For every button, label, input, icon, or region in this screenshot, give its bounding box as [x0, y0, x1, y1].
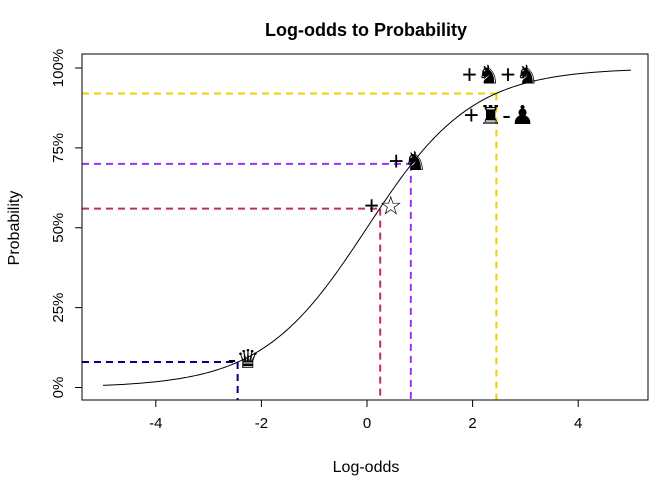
x-tick-label-0: -4 [149, 415, 162, 432]
y-tick-label-2: 50% [50, 213, 67, 243]
y-tick-label-4: 100% [50, 49, 67, 87]
x-tick-label-3: 2 [468, 415, 476, 432]
annotation-0: +♜-♟ [464, 100, 534, 130]
y-tick-label-0: 0% [50, 377, 67, 399]
point-label-1: +☆ [364, 191, 403, 221]
x-axis: -4 -2 0 2 4 [149, 400, 582, 432]
x-axis-label: Log-odds [333, 459, 400, 476]
y-axis-label: Probability [6, 191, 23, 266]
reference-lines [82, 92, 498, 400]
chart-title: Log-odds to Probability [265, 20, 467, 40]
x-tick-label-1: -2 [255, 415, 268, 432]
point-label-0: -♛ [228, 344, 260, 374]
y-tick-label-1: 25% [50, 293, 67, 323]
point-labels: -♛+☆+♞+♞+♞+♜-♟ [228, 60, 539, 374]
x-tick-label-2: 0 [363, 415, 371, 432]
logistic-curve [102, 69, 632, 386]
point-label-3: +♞+♞ [462, 60, 539, 90]
y-tick-label-3: 75% [50, 133, 67, 163]
x-tick-label-4: 4 [574, 415, 582, 432]
plot-frame [81, 53, 649, 401]
y-axis: 0% 25% 50% 75% 100% [50, 49, 82, 399]
point-label-2: +♞ [389, 146, 428, 176]
